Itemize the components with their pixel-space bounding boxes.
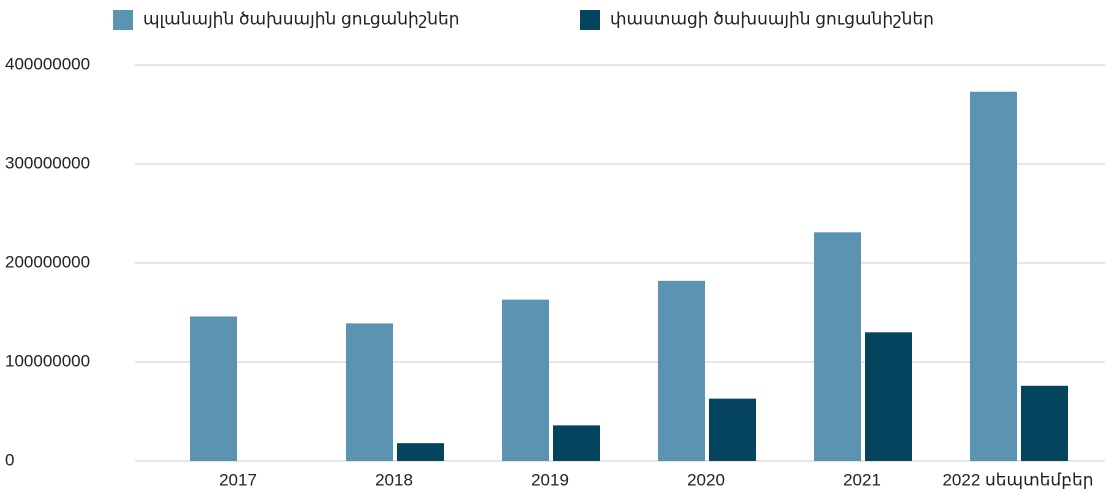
- bar: [553, 425, 600, 461]
- x-tick-label: 2019: [531, 470, 569, 489]
- x-tick-label: 2021: [843, 470, 881, 489]
- x-tick-label: 2018: [375, 470, 413, 489]
- x-tick-label: 2022 սեպտեմբեր: [942, 470, 1093, 489]
- bar: [1021, 385, 1068, 461]
- bar: [397, 443, 444, 461]
- bar: [502, 299, 549, 461]
- legend-swatch: [113, 10, 133, 30]
- x-tick-label: 2017: [219, 470, 257, 489]
- legend-swatch: [580, 10, 600, 30]
- y-tick-label: 200000000: [5, 252, 90, 271]
- bar: [814, 232, 861, 461]
- x-tick-label: 2020: [687, 470, 725, 489]
- legend-label: պլանային ծախսային ցուցանիշներ: [143, 9, 460, 28]
- y-tick-label: 100000000: [5, 351, 90, 370]
- bar: [346, 323, 393, 461]
- bar: [190, 316, 237, 461]
- y-tick-label: 300000000: [5, 153, 90, 172]
- legend-label: փաստացի ծախսային ցուցանիշներ: [610, 9, 934, 28]
- bar: [970, 91, 1017, 461]
- bar: [658, 280, 705, 461]
- bar: [865, 332, 912, 461]
- y-tick-label: 400000000: [5, 54, 90, 73]
- bar: [709, 398, 756, 461]
- y-tick-label: 0: [5, 450, 14, 469]
